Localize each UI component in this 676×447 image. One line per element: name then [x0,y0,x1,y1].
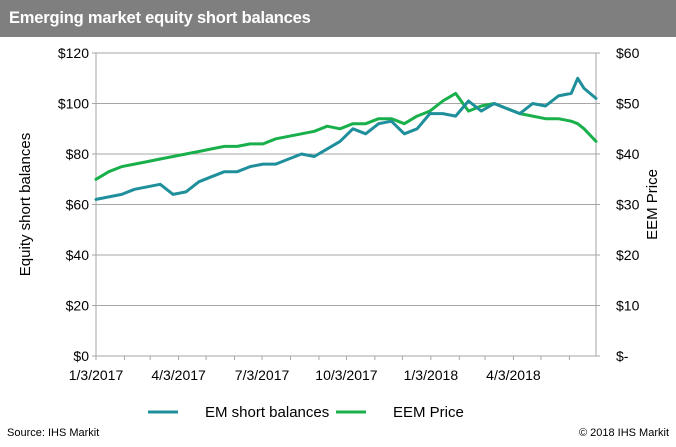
series-line-eem-price [94,91,598,181]
y-tick-label: $0 [73,348,89,364]
y-tick-label: $40 [66,247,90,263]
y2-axis-title: EEM Price [644,169,661,240]
y-tick-label: $80 [66,146,90,162]
y2-tick-label: $30 [616,197,640,213]
x-tick-label: 1/3/2018 [404,367,459,383]
x-tick-label: 1/3/2017 [69,367,124,383]
x-tick-label: 4/3/2018 [486,367,541,383]
x-tick-label: 7/3/2017 [235,367,290,383]
y2-tick-label: $- [616,348,629,364]
copyright-note: © 2018 IHS Markit [578,427,669,439]
x-tick-label: 10/3/2017 [315,367,377,383]
y2-tick-label: $40 [616,146,640,162]
title-bar: Emerging market equity short balances [0,0,676,37]
series-line-em-short-balances [94,76,598,201]
chart-title: Emerging market equity short balances [9,9,311,27]
y2-tick-label: $20 [616,247,640,263]
y-tick-label: $120 [58,45,89,61]
legend-label: EM short balances [205,404,329,421]
x-tick-label: 4/3/2017 [151,367,206,383]
y2-tick-label: $50 [616,96,640,112]
y-tick-label: $20 [66,298,90,314]
legend-label: EEM Price [393,404,464,421]
y-tick-label: $100 [58,96,89,112]
y-axis-title: Equity short balances [17,133,34,276]
source-note: Source: IHS Markit [7,427,100,439]
y-tick-label: $60 [66,197,90,213]
y2-tick-label: $10 [616,298,640,314]
y2-tick-label: $60 [616,45,640,61]
